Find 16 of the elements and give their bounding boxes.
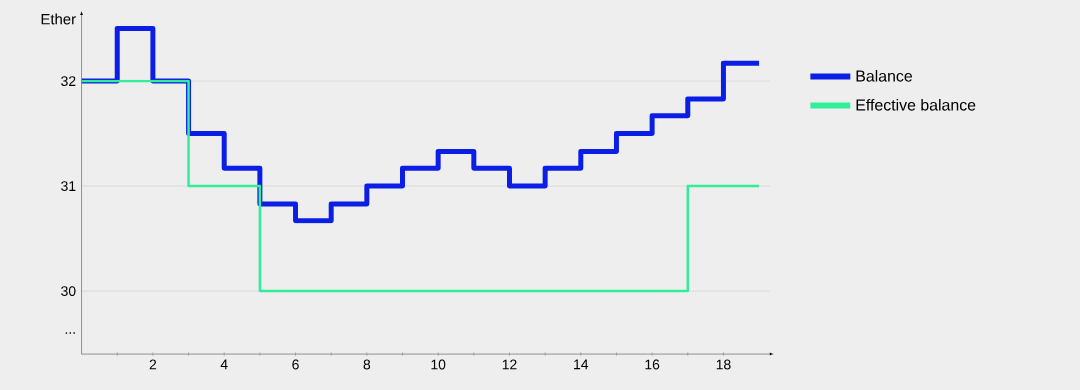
x-tick-label: 4 (220, 359, 228, 370)
y-tick-label: 30 (61, 286, 76, 297)
legend-label: Effective balance (856, 98, 976, 111)
x-tick-label: 8 (363, 359, 371, 370)
x-tick-label: 2 (149, 359, 157, 370)
x-tick-label: 18 (716, 359, 731, 370)
y-tick-label: ... (65, 332, 75, 334)
y-axis-title: Ether (41, 13, 76, 25)
x-tick-label: 14 (574, 359, 589, 370)
x-tick-label: 16 (645, 359, 660, 370)
y-tick-label: 31 (61, 181, 76, 192)
y-tick-label: 32 (61, 76, 76, 87)
x-tick-label: 6 (292, 359, 299, 370)
x-tick-label: 12 (502, 359, 517, 370)
legend-label: Balance (856, 70, 912, 82)
x-tick-label: 10 (431, 359, 446, 370)
